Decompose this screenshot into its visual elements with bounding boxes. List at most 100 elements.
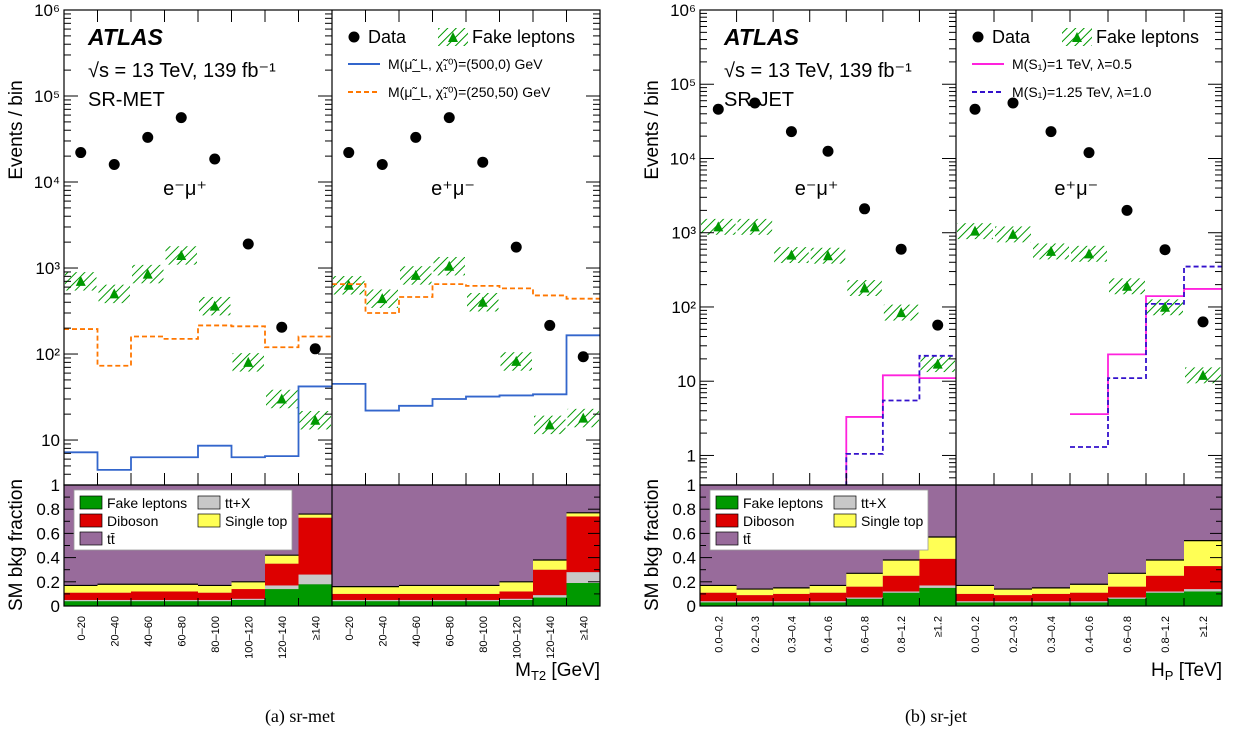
ytick-label-b: 10 bbox=[677, 372, 696, 391]
fraction-legend-swatch-b-4 bbox=[715, 531, 739, 546]
fake-marker-a-right-3 bbox=[444, 260, 455, 271]
fraction-bar-a-right-1 bbox=[365, 586, 399, 594]
fraction-bar-a-right-5 bbox=[499, 591, 533, 599]
category-label-a-left-4: 80–100 bbox=[210, 616, 222, 653]
fraction-bar-a-left-3 bbox=[164, 584, 198, 592]
fraction-layer bbox=[64, 485, 1222, 606]
data-point-a-left-1 bbox=[108, 158, 120, 170]
fraction-legend-swatch-a-3 bbox=[197, 513, 221, 528]
ytick-label-b: 10⁶ bbox=[670, 1, 696, 20]
fraction-bar-a-left-6 bbox=[265, 555, 299, 564]
fraction-bar-b-left-6 bbox=[919, 587, 956, 606]
category-label-b-left-2: 0.3–0.4 bbox=[786, 616, 798, 653]
main-clip-b bbox=[701, 97, 1222, 485]
fraction-bar-a-right-7 bbox=[566, 512, 600, 517]
fraction-bar-b-right-6 bbox=[1184, 566, 1222, 590]
ytick-label-b: 10⁵ bbox=[670, 75, 696, 94]
signal-line-a-right-2 bbox=[332, 283, 600, 314]
fraction-bar-a-right-3 bbox=[432, 585, 466, 594]
fraction-bar-b-right-2 bbox=[1032, 602, 1070, 606]
category-label-b-right-6: ≥1.2 bbox=[1198, 616, 1210, 637]
atlas-label-a: ATLAS bbox=[87, 24, 164, 50]
fake-marker-b-left-4 bbox=[859, 282, 870, 293]
fraction-bar-b-left-3 bbox=[809, 592, 847, 602]
fraction-legend-swatch-b-1 bbox=[833, 495, 857, 510]
fraction-bar-b-right-4 bbox=[1108, 573, 1146, 587]
fake-marker-b-left-5 bbox=[896, 307, 907, 318]
signal-line-a-left-2 bbox=[64, 324, 332, 367]
fraction-bar-a-right-0 bbox=[332, 599, 366, 602]
fraction-bar-a-left-2 bbox=[131, 601, 165, 606]
fake-marker-b-right-5 bbox=[1160, 301, 1170, 312]
fraction-bar-a-left-2 bbox=[131, 591, 165, 600]
fake-marker-a-left-4 bbox=[209, 300, 220, 311]
category-label-a-right-4: 80–100 bbox=[478, 616, 490, 653]
fraction-bar-a-left-3 bbox=[164, 599, 198, 602]
main-clip-a bbox=[64, 112, 600, 471]
channel-left-a: e⁻μ⁺ bbox=[163, 178, 207, 200]
ytick-label-b: 10³ bbox=[671, 224, 696, 243]
category-label-a-right-0: 0–20 bbox=[344, 616, 356, 640]
signal-line-b-left-2 bbox=[845, 354, 956, 485]
data-point-a-right-6 bbox=[544, 319, 556, 331]
fraction-bar-a-left-7 bbox=[298, 514, 332, 518]
fraction-bar-a-left-2 bbox=[131, 584, 165, 592]
fraction-bar-b-right-1 bbox=[994, 601, 1032, 603]
fake-marker-b-left-3 bbox=[823, 250, 833, 261]
fake-marker-a-left-3 bbox=[176, 249, 187, 260]
fraction-bar-a-right-4 bbox=[466, 585, 500, 594]
fraction-bar-a-left-1 bbox=[97, 601, 131, 606]
fraction-bar-b-left-4 bbox=[846, 573, 883, 587]
fraction-legend-label-a-3: Single top bbox=[225, 513, 287, 529]
fraction-bar-a-right-2 bbox=[399, 585, 433, 594]
legend-fake-marker-a bbox=[448, 32, 458, 42]
fraction-bar-b-right-0 bbox=[956, 585, 994, 594]
data-point-b-left-0 bbox=[712, 103, 724, 115]
fraction-bar-b-right-5 bbox=[1146, 575, 1184, 592]
data-point-b-right-2 bbox=[1045, 126, 1057, 138]
fraction-bar-a-right-1 bbox=[365, 601, 399, 606]
fraction-bar-a-left-6 bbox=[265, 563, 299, 586]
category-label-b-right-3: 0.4–0.6 bbox=[1084, 616, 1096, 653]
ytick-label-a: 10 bbox=[41, 431, 60, 450]
signal-line-b-left-1 bbox=[845, 374, 956, 485]
fraction-bar-b-left-3 bbox=[809, 585, 847, 593]
fraction-bar-a-right-0 bbox=[332, 601, 366, 606]
ylabel-events-b: Events / bin bbox=[642, 80, 663, 179]
category-label-a-left-6: 120–140 bbox=[277, 616, 289, 659]
fraction-bar-b-left-1 bbox=[736, 595, 774, 602]
fraction-legend-label-b-2: Diboson bbox=[743, 513, 794, 529]
energy-lumi-a: √s = 13 TeV, 139 fb⁻¹ bbox=[88, 60, 276, 82]
fake-marker-b-right-0 bbox=[970, 225, 980, 236]
fraction-bar-b-right-0 bbox=[956, 593, 994, 602]
fraction-bar-b-left-3 bbox=[809, 602, 847, 606]
main-layer bbox=[64, 97, 1222, 485]
atlas-label-b: ATLAS bbox=[723, 24, 800, 50]
fake-marker-a-left-6 bbox=[276, 393, 287, 404]
category-label-b-left-5: 0.8–1.2 bbox=[896, 616, 908, 653]
legend-data-marker-b bbox=[972, 31, 984, 43]
data-point-a-left-0 bbox=[75, 147, 87, 159]
fake-marker-a-left-2 bbox=[142, 268, 153, 279]
data-point-a-left-5 bbox=[242, 238, 254, 250]
data-point-a-left-2 bbox=[142, 131, 154, 143]
legend-data-label-b: Data bbox=[992, 27, 1031, 47]
fraction-tick-label-a: 0.2 bbox=[36, 573, 60, 592]
fake-marker-b-left-2 bbox=[786, 249, 797, 260]
fake-marker-a-right-2 bbox=[410, 269, 421, 280]
fraction-bar-a-left-0 bbox=[64, 585, 98, 593]
fraction-bar-b-left-1 bbox=[736, 589, 774, 596]
fraction-bar-a-right-4 bbox=[466, 601, 500, 606]
fraction-bar-b-left-0 bbox=[700, 585, 737, 593]
fraction-bar-b-right-6 bbox=[1184, 540, 1222, 567]
category-label-a-right-6: 120–140 bbox=[545, 616, 557, 659]
fraction-bar-b-left-0 bbox=[700, 602, 737, 606]
fraction-bar-a-left-6 bbox=[265, 585, 299, 590]
fake-marker-a-left-5 bbox=[243, 356, 254, 367]
fraction-bar-b-left-5 bbox=[882, 575, 920, 592]
ytick-label-a: 10² bbox=[35, 345, 60, 364]
fraction-bar-b-left-2 bbox=[773, 587, 810, 594]
fraction-bar-a-left-5 bbox=[231, 589, 265, 599]
fraction-legend-swatch-a-4 bbox=[79, 531, 103, 546]
legend-signal-label-a-1: M(μ̃_L, χ̃₁⁰)=(250,50) GeV bbox=[388, 84, 551, 100]
